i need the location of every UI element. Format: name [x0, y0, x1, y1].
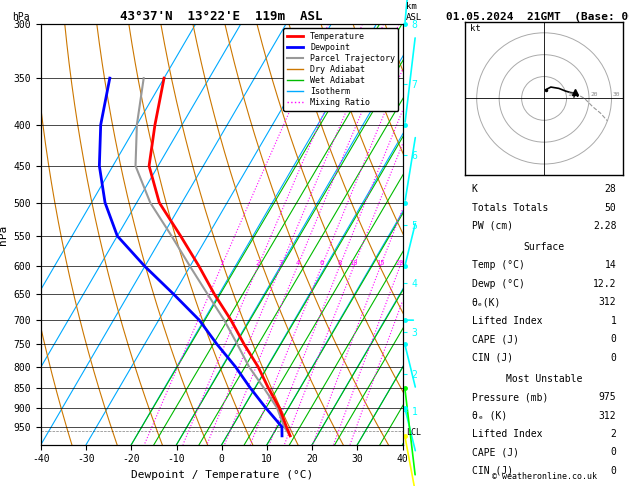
Text: 0: 0	[611, 448, 616, 457]
Text: Surface: Surface	[523, 242, 565, 252]
Legend: Temperature, Dewpoint, Parcel Trajectory, Dry Adiabat, Wet Adiabat, Isotherm, Mi: Temperature, Dewpoint, Parcel Trajectory…	[284, 29, 398, 111]
Text: 975: 975	[599, 392, 616, 402]
Text: 12.2: 12.2	[593, 279, 616, 289]
Text: 2.28: 2.28	[593, 221, 616, 231]
Text: 4: 4	[295, 260, 299, 266]
Text: km
ASL: km ASL	[406, 2, 422, 22]
Text: Pressure (mb): Pressure (mb)	[472, 392, 548, 402]
Text: 20: 20	[396, 260, 404, 266]
Text: Totals Totals: Totals Totals	[472, 203, 548, 212]
Text: 0: 0	[611, 353, 616, 363]
Text: Most Unstable: Most Unstable	[506, 374, 582, 383]
Text: 1: 1	[611, 316, 616, 326]
Text: 2: 2	[256, 260, 260, 266]
Text: 6: 6	[320, 260, 324, 266]
Text: © weatheronline.co.uk: © weatheronline.co.uk	[492, 472, 596, 481]
Text: CAPE (J): CAPE (J)	[472, 448, 519, 457]
Text: θₑ(K): θₑ(K)	[472, 297, 501, 307]
Text: 2: 2	[611, 429, 616, 439]
Text: Dewp (°C): Dewp (°C)	[472, 279, 525, 289]
Text: 0: 0	[611, 334, 616, 344]
Text: 10: 10	[350, 260, 358, 266]
Text: 14: 14	[604, 260, 616, 270]
Text: 10: 10	[568, 92, 575, 97]
Text: Lifted Index: Lifted Index	[472, 316, 542, 326]
Text: CAPE (J): CAPE (J)	[472, 334, 519, 344]
X-axis label: Dewpoint / Temperature (°C): Dewpoint / Temperature (°C)	[131, 470, 313, 480]
Text: CIN (J): CIN (J)	[472, 353, 513, 363]
Text: K: K	[472, 184, 477, 194]
Text: hPa: hPa	[13, 12, 30, 22]
Text: Temp (°C): Temp (°C)	[472, 260, 525, 270]
Text: θₑ (K): θₑ (K)	[472, 411, 507, 420]
Text: 50: 50	[604, 203, 616, 212]
Text: kt: kt	[470, 24, 481, 33]
Text: 8: 8	[337, 260, 342, 266]
Title: 43°37'N  13°22'E  119m  ASL: 43°37'N 13°22'E 119m ASL	[121, 10, 323, 23]
Text: PW (cm): PW (cm)	[472, 221, 513, 231]
Y-axis label: hPa: hPa	[0, 225, 8, 244]
Text: 01.05.2024  21GMT  (Base: 00): 01.05.2024 21GMT (Base: 00)	[446, 12, 629, 22]
Text: 3: 3	[279, 260, 283, 266]
Text: 20: 20	[590, 92, 598, 97]
Text: 15: 15	[376, 260, 385, 266]
Text: 1: 1	[220, 260, 223, 266]
Text: 28: 28	[604, 184, 616, 194]
Text: 30: 30	[613, 92, 620, 97]
Text: 312: 312	[599, 297, 616, 307]
Text: 312: 312	[599, 411, 616, 420]
Text: 0: 0	[611, 466, 616, 476]
Text: CIN (J): CIN (J)	[472, 466, 513, 476]
Text: Lifted Index: Lifted Index	[472, 429, 542, 439]
Text: LCL: LCL	[406, 428, 421, 437]
